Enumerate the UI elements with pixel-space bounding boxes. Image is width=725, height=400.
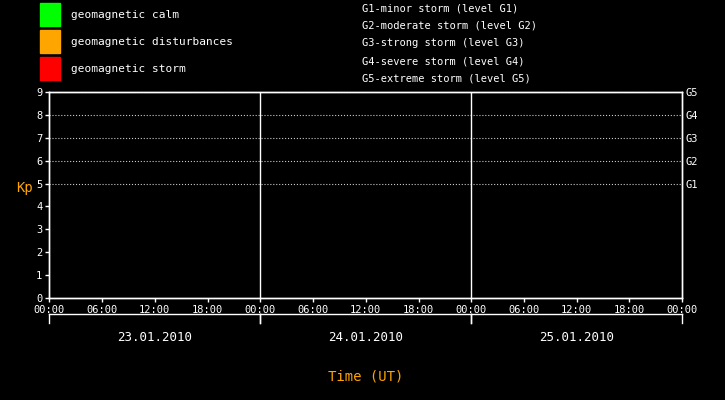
Text: G5-extreme storm (level G5): G5-extreme storm (level G5) [362, 74, 531, 84]
Text: geomagnetic storm: geomagnetic storm [71, 64, 186, 74]
Text: geomagnetic disturbances: geomagnetic disturbances [71, 37, 233, 47]
Text: G1-minor storm (level G1): G1-minor storm (level G1) [362, 3, 519, 13]
Text: 24.01.2010: 24.01.2010 [328, 331, 403, 344]
Text: G3-strong storm (level G3): G3-strong storm (level G3) [362, 38, 525, 48]
Text: G4-severe storm (level G4): G4-severe storm (level G4) [362, 56, 525, 66]
Text: 23.01.2010: 23.01.2010 [117, 331, 192, 344]
FancyBboxPatch shape [40, 30, 60, 53]
Text: 25.01.2010: 25.01.2010 [539, 331, 614, 344]
Y-axis label: Kp: Kp [17, 181, 33, 195]
FancyBboxPatch shape [40, 57, 60, 80]
Text: Time (UT): Time (UT) [328, 369, 403, 383]
FancyBboxPatch shape [40, 3, 60, 26]
Text: G2-moderate storm (level G2): G2-moderate storm (level G2) [362, 21, 537, 31]
Text: geomagnetic calm: geomagnetic calm [71, 10, 179, 20]
